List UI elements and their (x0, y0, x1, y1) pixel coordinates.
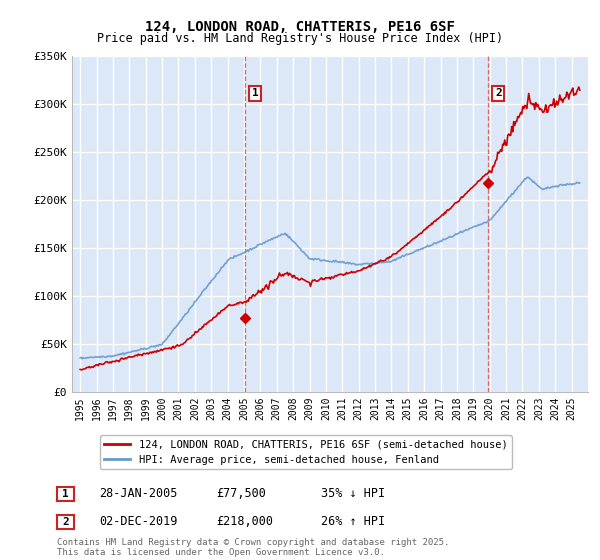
Text: 2: 2 (62, 517, 69, 527)
Text: £218,000: £218,000 (216, 515, 273, 529)
Text: Price paid vs. HM Land Registry's House Price Index (HPI): Price paid vs. HM Land Registry's House … (97, 32, 503, 45)
Legend: 124, LONDON ROAD, CHATTERIS, PE16 6SF (semi-detached house), HPI: Average price,: 124, LONDON ROAD, CHATTERIS, PE16 6SF (s… (100, 436, 512, 469)
Text: 1: 1 (252, 88, 259, 99)
Text: 124, LONDON ROAD, CHATTERIS, PE16 6SF: 124, LONDON ROAD, CHATTERIS, PE16 6SF (145, 20, 455, 34)
Text: 02-DEC-2019: 02-DEC-2019 (99, 515, 178, 529)
Text: 1: 1 (62, 489, 69, 499)
Text: 35% ↓ HPI: 35% ↓ HPI (321, 487, 385, 501)
Text: 26% ↑ HPI: 26% ↑ HPI (321, 515, 385, 529)
Text: £77,500: £77,500 (216, 487, 266, 501)
Text: Contains HM Land Registry data © Crown copyright and database right 2025.
This d: Contains HM Land Registry data © Crown c… (57, 538, 449, 557)
Text: 2: 2 (495, 88, 502, 99)
Text: 28-JAN-2005: 28-JAN-2005 (99, 487, 178, 501)
